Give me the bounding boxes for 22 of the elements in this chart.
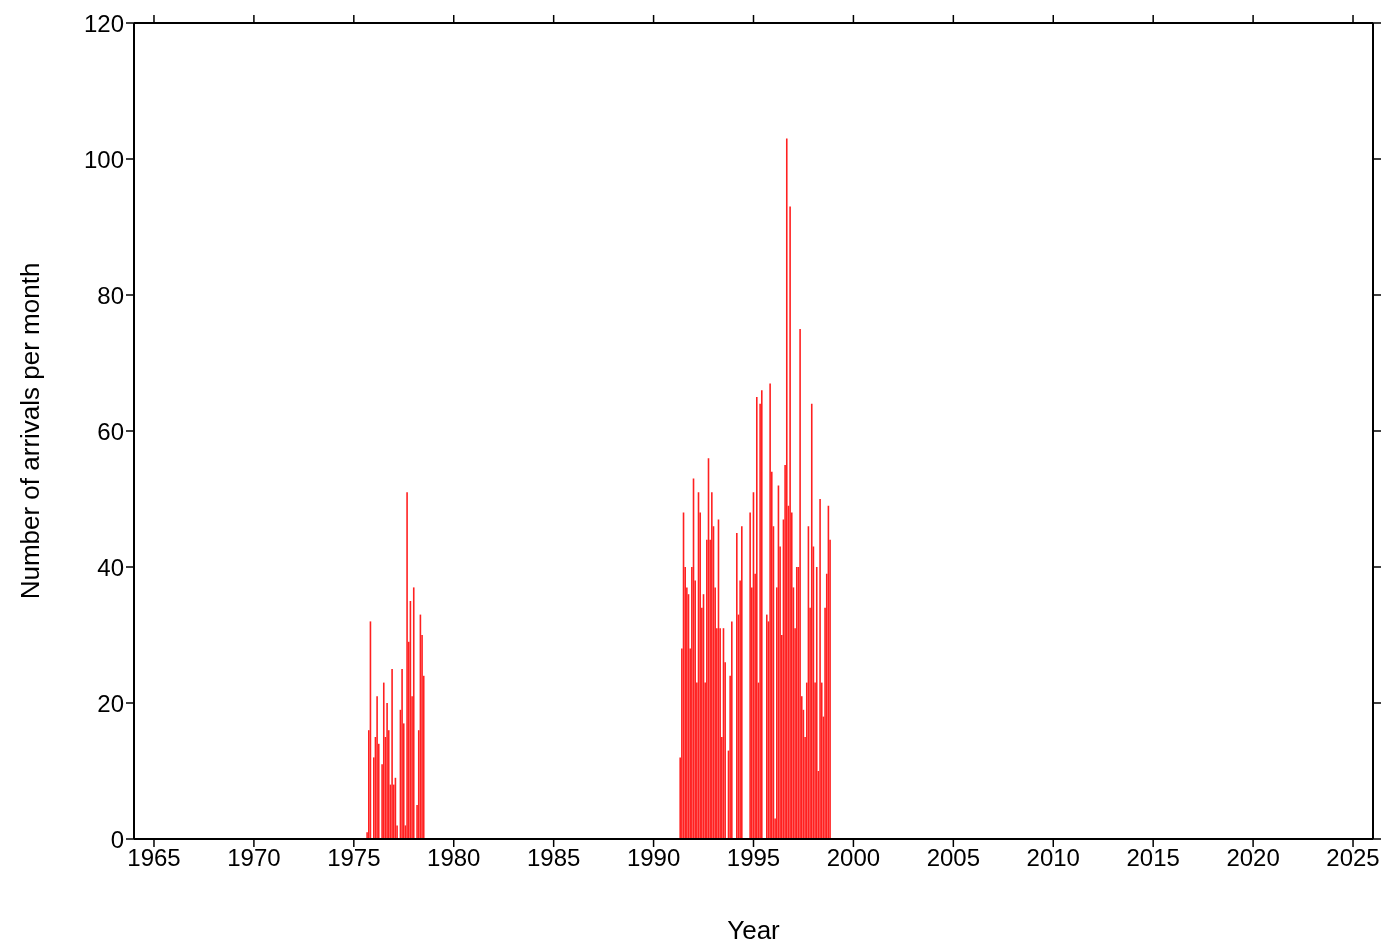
x-tick-label: 1970 <box>227 844 281 872</box>
x-tick-label: 2015 <box>1126 844 1180 872</box>
x-tick-label: 1965 <box>127 844 181 872</box>
x-tick-label: 2005 <box>926 844 981 872</box>
y-tick-label: 100 <box>83 145 124 173</box>
x-tick-label: 1985 <box>526 844 581 872</box>
x-tick-label: 1980 <box>427 844 481 872</box>
x-tick-label: 2025 <box>1326 844 1380 872</box>
y-tick-label: 40 <box>97 553 124 581</box>
y-tick-label: 120 <box>83 9 124 37</box>
x-tick-label: 2020 <box>1226 844 1280 872</box>
x-tick-label: 1995 <box>726 844 781 872</box>
y-tick-label: 80 <box>97 281 124 309</box>
x-tick-label: 1975 <box>327 844 381 872</box>
x-tick-label: 1990 <box>626 844 681 872</box>
x-axis-title: Year <box>727 915 781 942</box>
y-tick-label: 0 <box>110 825 124 853</box>
y-axis-title: Number of arrivals per month <box>15 262 46 600</box>
x-tick-label: 2000 <box>826 844 881 872</box>
y-tick-label: 20 <box>97 689 124 717</box>
x-tick-label: 2010 <box>1026 844 1080 872</box>
y-tick-label: 60 <box>97 417 124 445</box>
